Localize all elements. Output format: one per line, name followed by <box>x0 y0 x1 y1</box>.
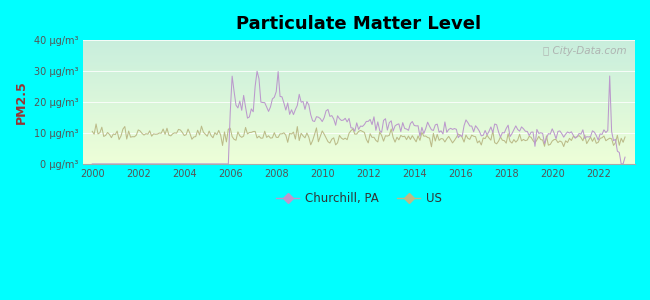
Legend: Churchill, PA, US: Churchill, PA, US <box>271 188 447 210</box>
Text: ⓘ City-Data.com: ⓘ City-Data.com <box>543 46 627 56</box>
Y-axis label: PM2.5: PM2.5 <box>15 80 28 124</box>
Title: Particulate Matter Level: Particulate Matter Level <box>237 15 482 33</box>
